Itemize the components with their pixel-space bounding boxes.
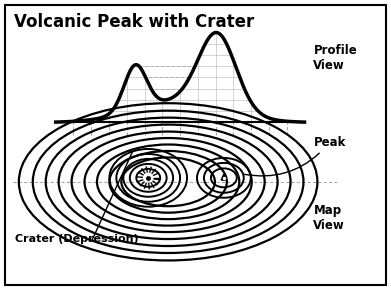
Polygon shape [221,174,227,180]
Text: Map
View: Map View [314,204,345,232]
Text: Crater (Depression): Crater (Depression) [15,233,138,244]
FancyBboxPatch shape [5,5,386,285]
Text: Volcanic Peak with Crater: Volcanic Peak with Crater [14,13,254,31]
Polygon shape [56,32,305,122]
Text: Peak: Peak [244,135,346,176]
Text: Profile
View: Profile View [314,44,357,72]
